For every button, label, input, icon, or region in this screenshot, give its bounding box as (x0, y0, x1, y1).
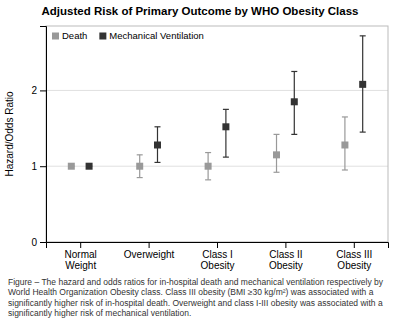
y-axis-title: Hazard/Odds Ratio (4, 91, 15, 176)
error-cap (360, 132, 366, 133)
error-cap (291, 134, 297, 135)
marks (68, 36, 366, 180)
error-cap (291, 71, 297, 72)
point (154, 141, 161, 148)
error-cap (274, 134, 280, 135)
x-tick-label-line: Class I (202, 249, 233, 260)
x-tick: Class IIObesity (269, 242, 303, 271)
error-cap (342, 169, 348, 170)
title: Adjusted Risk of Primary Outcome by WHO … (42, 5, 359, 17)
y-tick-label: 2 (31, 85, 37, 96)
x-tick-label: Overweight (124, 249, 175, 260)
x-tick-label-line: Obesity (269, 260, 303, 271)
error-cap (223, 109, 229, 110)
x-tick: Class IObesity (201, 242, 235, 271)
legend-label: Mechanical Ventilation (109, 30, 204, 41)
caption: Figure – The hazard and odds ratios for … (8, 277, 384, 319)
x-tick-label-line: Obesity (337, 260, 371, 271)
error-cap (154, 126, 160, 127)
x-tick-label-line: Obesity (201, 260, 235, 271)
error-cap (205, 179, 211, 180)
x-tick: Class IIIObesity (336, 242, 372, 271)
error-bar (225, 109, 226, 157)
legend-label: Death (62, 30, 87, 41)
point (359, 81, 366, 88)
error-cap (205, 152, 211, 153)
x-tick-mark (149, 242, 150, 248)
grid-line (46, 166, 388, 167)
chart: Adjusted Risk of Primary Outcome by WHO … (0, 0, 400, 322)
x-axis-line (47, 243, 389, 249)
x-tick: Overweight (124, 242, 175, 260)
x-tick-label-line: Normal (65, 249, 97, 260)
series (86, 36, 367, 170)
x-tick-mark (217, 242, 218, 248)
y-tick-mark (40, 90, 46, 91)
legend-item: Mechanical Ventilation (99, 30, 204, 41)
grid (46, 90, 388, 242)
error-cap (274, 172, 280, 173)
x-tick-label-line: Overweight (124, 249, 175, 260)
x-axis: NormalWeightOverweightClass IObesityClas… (47, 242, 389, 271)
plot-frame (46, 26, 388, 242)
error-cap (342, 116, 348, 117)
y-tick: 2 (31, 85, 46, 96)
x-tick-mark (285, 242, 286, 248)
point (291, 98, 298, 105)
series (68, 117, 349, 180)
point (68, 163, 75, 170)
point (205, 163, 212, 170)
plot: 012NormalWeightOverweightClass IObesityC… (31, 26, 388, 271)
error-cap (154, 162, 160, 163)
x-tick-label-line: Class III (336, 249, 372, 260)
error-cap (223, 157, 229, 158)
point (341, 141, 348, 148)
grid-line (46, 90, 388, 91)
y-tick-label: 1 (31, 161, 37, 172)
y-tick-mark (40, 242, 46, 243)
error-cap (137, 154, 143, 155)
x-tick-label: Class IIIObesity (336, 249, 372, 271)
point (136, 163, 143, 170)
x-tick-mark (80, 242, 81, 248)
y-axis-line (40, 27, 47, 243)
x-tick-label-line: Weight (65, 260, 96, 271)
point (273, 151, 280, 158)
y-axis: 0 1 2 (31, 27, 46, 248)
legend-swatch (99, 33, 106, 40)
point (86, 163, 93, 170)
x-tick-label: NormalWeight (65, 249, 97, 271)
x-tick-label: Class IIObesity (269, 249, 303, 271)
legend: Death Mechanical Ventilation (52, 30, 204, 41)
x-tick-label: Class IObesity (201, 249, 235, 271)
x-tick-mark (354, 242, 355, 248)
y-tick: 1 (31, 161, 46, 172)
x-tick-label-line: Class II (269, 249, 302, 260)
y-tick-mark (40, 166, 46, 167)
point (222, 123, 229, 130)
y-tick: 0 (31, 237, 46, 248)
y-tick-label: 0 (31, 237, 37, 248)
error-cap (360, 35, 366, 36)
legend-swatch (52, 33, 59, 40)
error-cap (137, 177, 143, 178)
legend-item: Death (52, 30, 87, 41)
x-tick: NormalWeight (65, 242, 97, 271)
